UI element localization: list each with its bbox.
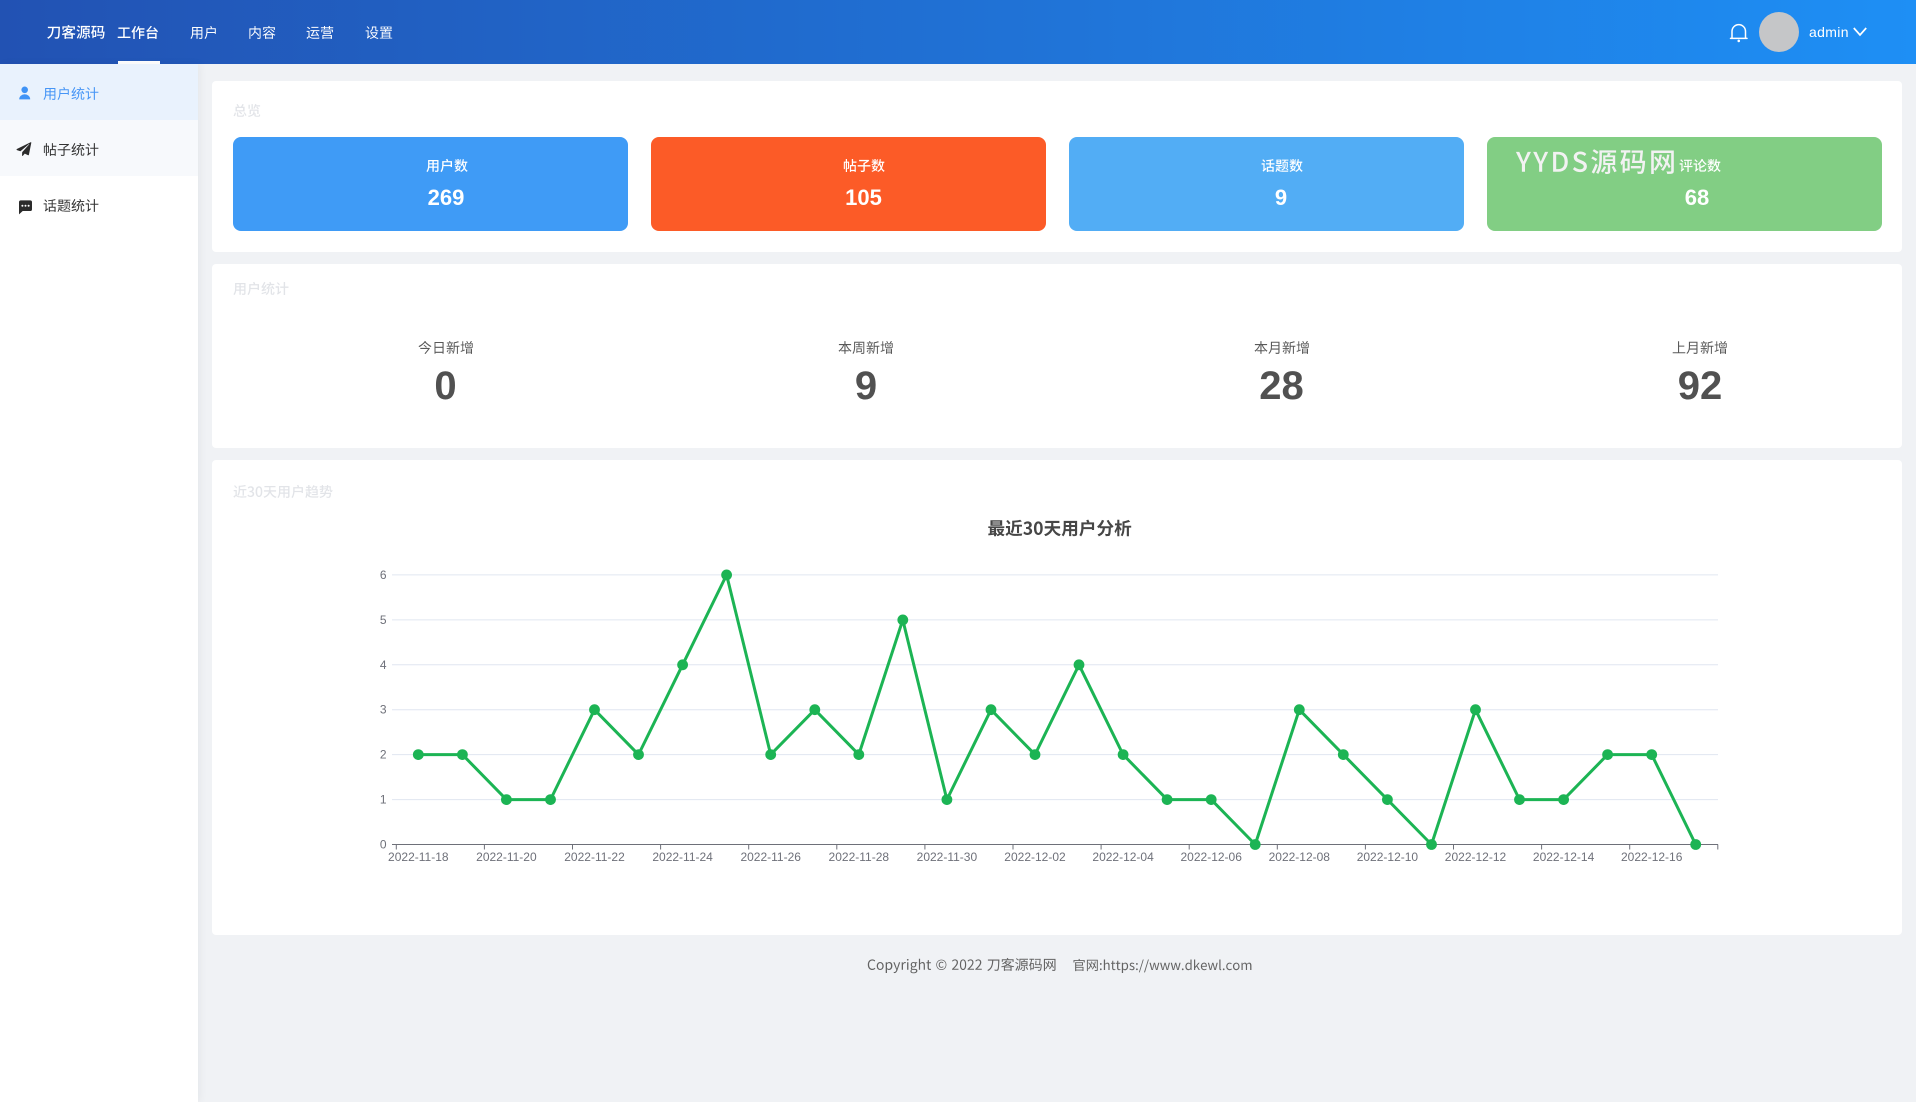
svg-text:2022-12-08: 2022-12-08 <box>1269 850 1331 864</box>
svg-text:2022-11-30: 2022-11-30 <box>917 850 978 864</box>
svg-text:2022-12-10: 2022-12-10 <box>1357 850 1419 864</box>
svg-text:2022-12-12: 2022-12-12 <box>1445 850 1507 864</box>
svg-text:2: 2 <box>380 748 387 762</box>
svg-text:2022-11-28: 2022-11-28 <box>829 850 890 864</box>
svg-text:2022-11-26: 2022-11-26 <box>740 850 801 864</box>
svg-text:0: 0 <box>380 838 387 852</box>
svg-text:2022-11-24: 2022-11-24 <box>652 850 713 864</box>
svg-text:2022-12-06: 2022-12-06 <box>1181 850 1243 864</box>
svg-text:2022-11-20: 2022-11-20 <box>476 850 537 864</box>
svg-text:2022-11-18: 2022-11-18 <box>388 850 449 864</box>
svg-text:2022-11-22: 2022-11-22 <box>564 850 625 864</box>
svg-text:1: 1 <box>380 793 387 807</box>
svg-text:2022-12-14: 2022-12-14 <box>1533 850 1595 864</box>
svg-text:2022-12-02: 2022-12-02 <box>1004 850 1066 864</box>
svg-text:6: 6 <box>380 568 387 582</box>
svg-text:3: 3 <box>380 703 387 717</box>
svg-text:4: 4 <box>380 658 387 672</box>
svg-text:2022-12-04: 2022-12-04 <box>1092 850 1154 864</box>
svg-text:5: 5 <box>380 613 387 627</box>
svg-text:2022-12-16: 2022-12-16 <box>1621 850 1683 864</box>
